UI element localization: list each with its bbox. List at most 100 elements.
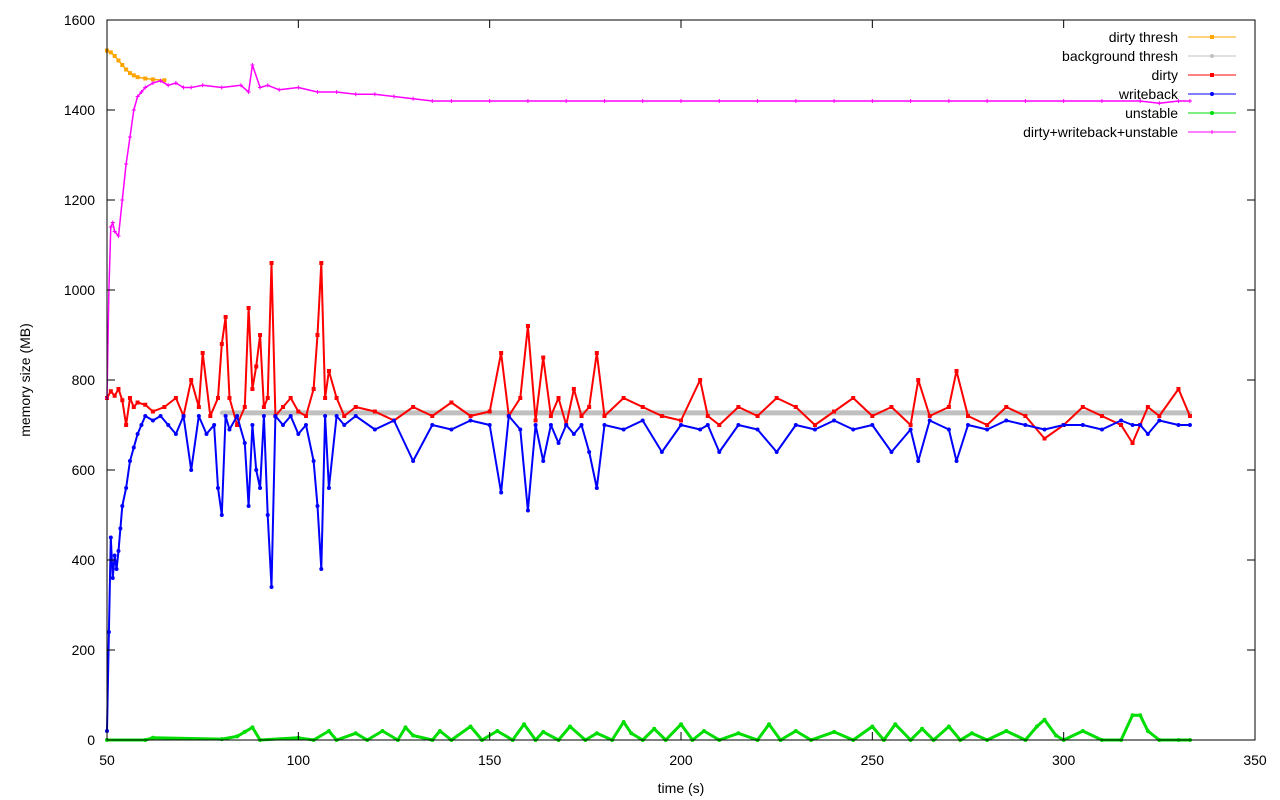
data-point [659, 450, 664, 454]
data-point [261, 414, 266, 418]
data-point [629, 731, 634, 736]
data-point [150, 735, 155, 740]
data-point [173, 432, 178, 436]
data-point [212, 423, 217, 427]
data-point [235, 734, 240, 739]
data-point [908, 423, 913, 427]
data-point [112, 54, 117, 58]
data-point [392, 418, 396, 423]
data-point [215, 396, 220, 400]
data-point [1130, 713, 1135, 718]
x-axis-title: time (s) [658, 780, 705, 796]
data-point [118, 526, 123, 531]
data-point [594, 351, 599, 355]
data-point [946, 405, 951, 409]
series-layer [105, 48, 1192, 742]
data-point [621, 396, 626, 400]
data-point [265, 513, 270, 517]
data-point [793, 405, 798, 409]
data-point [1004, 418, 1009, 423]
data-point [1061, 423, 1066, 427]
data-point [342, 414, 347, 418]
data-point [468, 414, 473, 418]
data-point [985, 423, 990, 427]
data-point [235, 423, 240, 427]
data-point [200, 351, 205, 355]
data-point [288, 414, 293, 418]
data-point [1210, 130, 1214, 134]
data-point [269, 585, 274, 589]
data-point [870, 99, 875, 103]
data-point [246, 90, 251, 94]
data-point [120, 198, 125, 202]
data-point [143, 85, 148, 90]
data-point [1145, 729, 1150, 733]
data-point [954, 369, 959, 373]
data-point [548, 414, 553, 418]
data-point [219, 85, 224, 90]
data-point [705, 423, 710, 427]
data-point [120, 63, 125, 67]
data-point [326, 369, 331, 373]
y-tick-label: 200 [72, 642, 96, 658]
data-point [311, 459, 316, 463]
data-point [985, 99, 990, 103]
data-point [166, 83, 171, 88]
data-point [1210, 111, 1214, 115]
data-point [832, 729, 837, 734]
data-point [1004, 405, 1009, 409]
data-point [736, 423, 741, 427]
data-point [1023, 414, 1028, 418]
data-point [258, 333, 263, 337]
y-tick-label: 1200 [64, 192, 95, 208]
data-point [411, 96, 416, 101]
data-point [594, 731, 599, 736]
data-point [437, 729, 442, 733]
data-point [108, 225, 113, 229]
data-point [602, 414, 607, 418]
legend-label: background thresh [1062, 48, 1178, 64]
data-point [659, 414, 664, 418]
y-tick-label: 800 [72, 372, 96, 388]
data-point [793, 729, 798, 733]
data-point [315, 333, 320, 337]
data-point [139, 90, 144, 94]
data-point [587, 450, 592, 454]
data-point [135, 432, 140, 436]
data-point [1080, 423, 1085, 427]
data-point [640, 405, 645, 409]
data-point [265, 396, 270, 400]
data-point [1157, 418, 1162, 423]
data-point [250, 725, 255, 730]
data-point [116, 387, 121, 391]
data-point [774, 396, 779, 400]
data-point [323, 396, 328, 400]
data-point [296, 432, 301, 436]
data-point [468, 724, 473, 729]
data-point [594, 486, 599, 490]
data-point [1023, 99, 1028, 103]
data-point [124, 486, 129, 490]
data-point [189, 85, 194, 90]
data-point [1099, 99, 1104, 103]
data-point [767, 722, 772, 727]
data-point [755, 414, 760, 418]
x-tick-label: 100 [287, 752, 311, 768]
data-point [652, 726, 657, 731]
data-point [916, 378, 921, 382]
data-point [277, 87, 282, 92]
data-point [1157, 101, 1162, 106]
data-point [200, 83, 205, 88]
data-point [640, 418, 645, 423]
data-point [411, 459, 416, 463]
data-point [946, 427, 951, 432]
data-point [1023, 423, 1028, 427]
data-point [1061, 99, 1066, 103]
data-point [208, 414, 213, 418]
data-point [927, 418, 932, 423]
series-line [106, 415, 1190, 732]
x-tick-label: 250 [861, 752, 885, 768]
data-point [372, 427, 377, 432]
data-point [181, 414, 186, 418]
data-point [131, 108, 136, 112]
